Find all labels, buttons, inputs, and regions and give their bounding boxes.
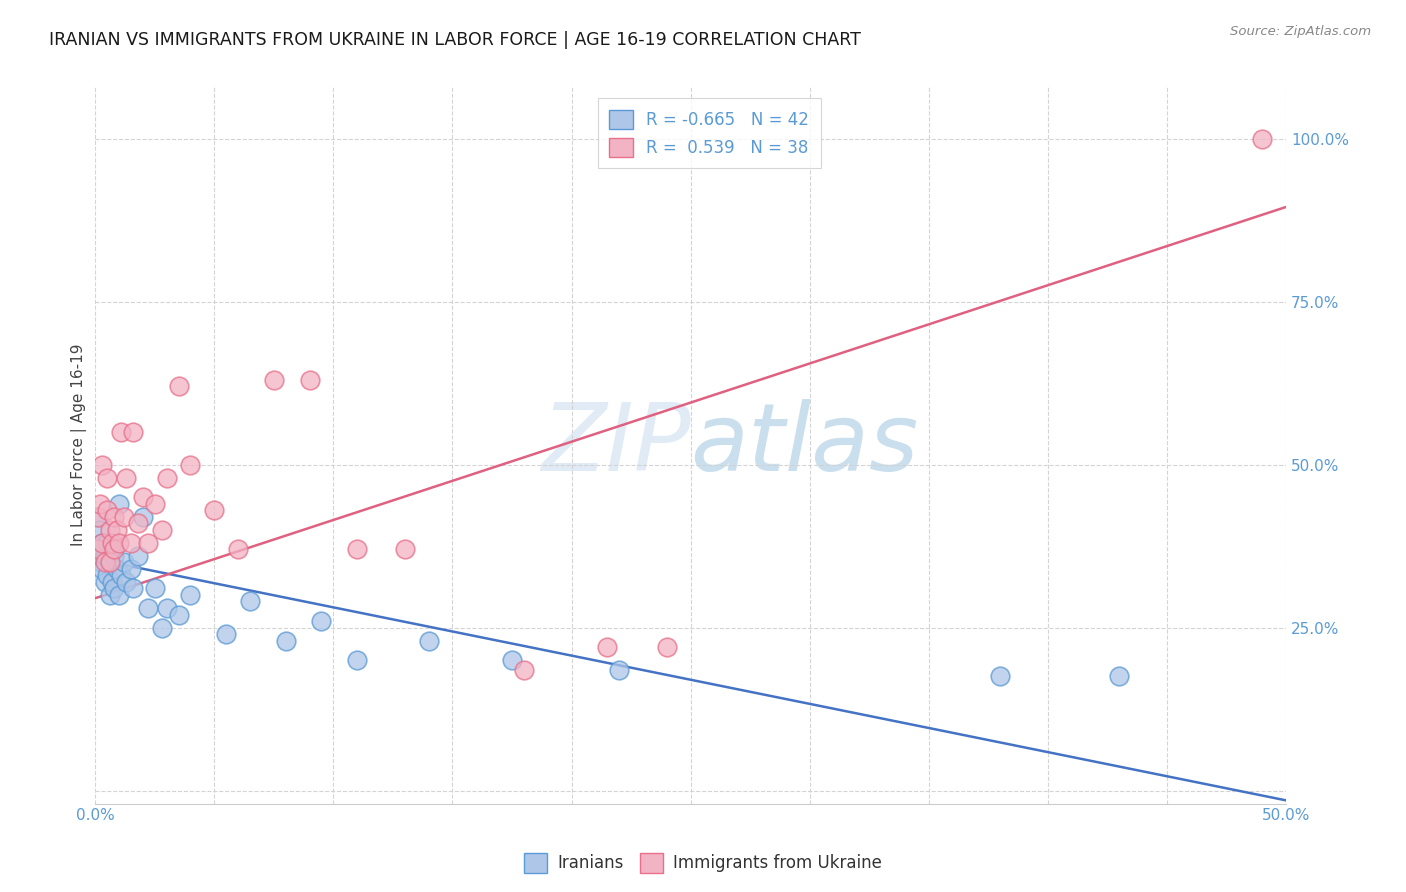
- Point: [103, 582, 125, 596]
- Point: [101, 536, 124, 550]
- Point: [86, 542, 108, 557]
- Point: [167, 379, 190, 393]
- Point: [143, 497, 166, 511]
- Text: atlas: atlas: [690, 400, 920, 491]
- Point: [179, 458, 201, 472]
- Point: [274, 633, 297, 648]
- Point: [298, 373, 321, 387]
- Point: [98, 555, 121, 569]
- Point: [150, 621, 173, 635]
- Point: [132, 490, 155, 504]
- Point: [86, 509, 108, 524]
- Point: [86, 509, 108, 524]
- Point: [93, 549, 115, 563]
- Text: ZIP: ZIP: [541, 400, 690, 491]
- Point: [93, 574, 115, 589]
- Point: [105, 523, 128, 537]
- Point: [108, 536, 131, 550]
- Point: [91, 458, 114, 472]
- Point: [156, 470, 179, 484]
- Point: [96, 503, 118, 517]
- Point: [501, 653, 523, 667]
- Text: IRANIAN VS IMMIGRANTS FROM UKRAINE IN LABOR FORCE | AGE 16-19 CORRELATION CHART: IRANIAN VS IMMIGRANTS FROM UKRAINE IN LA…: [49, 31, 860, 49]
- Point: [89, 497, 111, 511]
- Legend: Iranians, Immigrants from Ukraine: Iranians, Immigrants from Ukraine: [517, 847, 889, 880]
- Point: [98, 588, 121, 602]
- Point: [122, 582, 145, 596]
- Point: [108, 588, 131, 602]
- Point: [607, 663, 630, 677]
- Point: [115, 470, 138, 484]
- Point: [127, 549, 149, 563]
- Point: [215, 627, 238, 641]
- Point: [96, 568, 118, 582]
- Point: [167, 607, 190, 622]
- Point: [179, 588, 201, 602]
- Point: [89, 555, 111, 569]
- Legend: R = -0.665   N = 42, R =  0.539   N = 38: R = -0.665 N = 42, R = 0.539 N = 38: [598, 98, 821, 169]
- Point: [101, 574, 124, 589]
- Point: [96, 470, 118, 484]
- Point: [226, 542, 249, 557]
- Point: [103, 542, 125, 557]
- Point: [311, 614, 333, 628]
- Point: [596, 640, 619, 654]
- Point: [103, 509, 125, 524]
- Point: [101, 542, 124, 557]
- Point: [105, 562, 128, 576]
- Point: [120, 562, 142, 576]
- Point: [346, 542, 368, 557]
- Point: [91, 536, 114, 550]
- Point: [103, 549, 125, 563]
- Point: [1251, 131, 1274, 145]
- Point: [1108, 669, 1130, 683]
- Point: [127, 516, 149, 531]
- Point: [96, 536, 118, 550]
- Point: [112, 509, 135, 524]
- Point: [150, 523, 173, 537]
- Point: [136, 601, 159, 615]
- Point: [988, 669, 1011, 683]
- Point: [418, 633, 440, 648]
- Point: [143, 582, 166, 596]
- Point: [263, 373, 285, 387]
- Text: Source: ZipAtlas.com: Source: ZipAtlas.com: [1230, 25, 1371, 38]
- Point: [202, 503, 225, 517]
- Point: [120, 536, 142, 550]
- Y-axis label: In Labor Force | Age 16-19: In Labor Force | Age 16-19: [72, 343, 87, 546]
- Point: [115, 574, 138, 589]
- Point: [91, 536, 114, 550]
- Point: [346, 653, 368, 667]
- Point: [98, 555, 121, 569]
- Point: [89, 523, 111, 537]
- Point: [655, 640, 678, 654]
- Point: [136, 536, 159, 550]
- Point: [108, 497, 131, 511]
- Point: [156, 601, 179, 615]
- Point: [91, 562, 114, 576]
- Point: [394, 542, 416, 557]
- Point: [132, 509, 155, 524]
- Point: [110, 425, 132, 439]
- Point: [112, 555, 135, 569]
- Point: [122, 425, 145, 439]
- Point: [93, 555, 115, 569]
- Point: [86, 549, 108, 563]
- Point: [110, 568, 132, 582]
- Point: [239, 594, 262, 608]
- Point: [513, 663, 536, 677]
- Point: [98, 523, 121, 537]
